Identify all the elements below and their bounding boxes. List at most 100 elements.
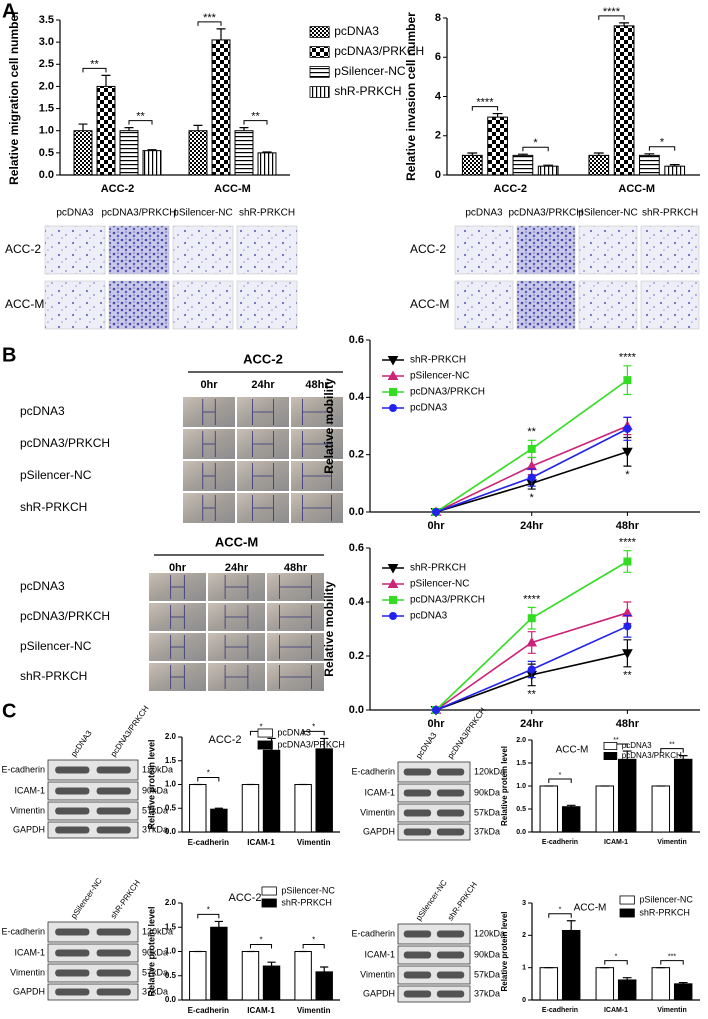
protein-label: GAPDH (13, 824, 45, 834)
micrograph (640, 225, 700, 275)
row-label: pcDNA3 (20, 404, 65, 418)
row-label: ACC-2 (410, 242, 446, 256)
legend-marker (387, 370, 399, 380)
legend-label: pcDNA3/PRKCH (622, 751, 682, 760)
significance-bracket (197, 777, 220, 782)
y-tick-label: 0.0 (39, 169, 54, 181)
blot-strip (47, 801, 139, 821)
error-bar (467, 152, 478, 156)
y-axis-label: Relative protein level (146, 739, 156, 829)
bar (651, 967, 671, 1001)
significance-bracket (660, 960, 684, 965)
significance-bracket (302, 730, 325, 736)
y-axis-label: Relative invasion cell number (404, 12, 418, 181)
size-label: 120kDa (142, 926, 173, 936)
x-tick-label: Vimentin (657, 1007, 686, 1014)
bar (617, 758, 637, 833)
y-tick-label: 2.0 (165, 732, 177, 741)
blot-band (96, 988, 131, 996)
blot-band (403, 789, 432, 797)
protein-label: Vimentin (10, 967, 45, 977)
lane-label: pcDNA3 (69, 728, 94, 758)
x-tick-label: 24hr (520, 718, 544, 730)
legend-label: pcDNA3 (334, 24, 379, 38)
significance-label: ** (527, 426, 536, 438)
bar (539, 967, 559, 1001)
blot-band (55, 826, 90, 834)
error-bar (492, 112, 503, 118)
blot-strip (47, 943, 139, 963)
significance-bracket (548, 913, 572, 918)
blot-band (403, 809, 432, 817)
x-tick-label: E-cadherin (542, 839, 578, 846)
column-label: 0hr (200, 379, 218, 391)
row-label: pSilencer-NC (20, 639, 92, 653)
y-tick-label: 1.5 (165, 756, 177, 765)
significance-label: * (559, 907, 562, 914)
lane-label: pSilencer-NC (414, 878, 449, 922)
significance-bracket (243, 120, 268, 125)
blot-band (55, 928, 90, 936)
significance-bracket (249, 944, 273, 949)
size-label: 120kDa (142, 764, 173, 774)
significance-bracket (522, 146, 549, 152)
error-bar (619, 22, 630, 26)
y-tick-label: 2 (435, 130, 441, 142)
legend-swatch (603, 742, 618, 751)
micrograph (44, 280, 106, 330)
bar (315, 748, 333, 833)
micrograph (108, 225, 170, 275)
blot-strip (397, 945, 471, 965)
protein-label: E-cadherin (1, 926, 45, 936)
panel-label: C (2, 700, 16, 722)
x-tick-label: ICAM-1 (604, 839, 628, 846)
legend-label: shR-PRKCH (410, 355, 466, 366)
blot-strip (397, 985, 471, 1003)
legend-marker (387, 564, 399, 574)
blot-strip (47, 921, 139, 943)
x-tick-label: 48hr (616, 718, 640, 730)
x-tick-label: 24hr (520, 520, 544, 532)
blot-strip (397, 923, 471, 945)
bar (210, 808, 228, 833)
significance-bracket (604, 960, 628, 965)
bar (639, 154, 660, 176)
x-tick-label: 0hr (427, 718, 445, 730)
blot-strip (47, 821, 139, 839)
blot-band (55, 949, 90, 957)
bar (617, 979, 637, 1001)
column-label: 0hr (169, 562, 187, 574)
row-label: shR-PRKCH (20, 669, 87, 683)
significance-bracket (471, 106, 499, 111)
significance-label: * (207, 906, 210, 915)
blot-strip (397, 761, 471, 783)
row-label: ACC-M (410, 297, 449, 311)
chart-title: ACC-2 (208, 734, 241, 746)
bar (487, 116, 508, 176)
blot-band (55, 766, 90, 774)
block-title: ACC-M (215, 534, 258, 549)
size-label: 57kDa (474, 807, 500, 817)
significance-label: ** (613, 737, 619, 744)
significance-bracket (548, 778, 572, 783)
protein-label: Vimentin (360, 807, 395, 817)
bar (595, 967, 615, 1001)
legend-label: pSilencer-NC (281, 885, 335, 895)
column-label: shR-PRKCH (642, 208, 698, 219)
y-tick-label: 0.0 (165, 827, 177, 836)
legend-label: shR-PRKCH (281, 897, 332, 907)
error-bar (517, 153, 528, 156)
x-tick-label: ICAM-1 (247, 1006, 275, 1015)
bar (189, 951, 207, 1001)
blot-band (55, 787, 90, 795)
y-tick-label: 0.5 (39, 147, 54, 159)
y-tick-label: 0.4 (349, 391, 365, 403)
marker (432, 508, 440, 516)
y-tick-label: 3 (522, 900, 526, 907)
legend-swatch (257, 728, 273, 738)
size-label: 90kDa (474, 949, 500, 959)
y-tick-label: 0.0 (165, 995, 177, 1004)
size-label: 37kDa (474, 988, 500, 998)
legend-swatch (619, 908, 635, 918)
